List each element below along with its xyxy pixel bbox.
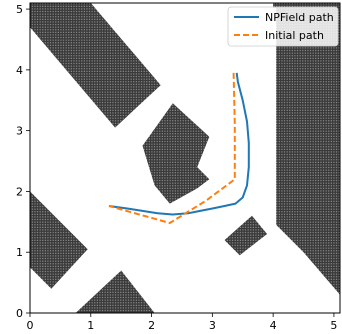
x-tick-label-4: 4	[270, 319, 277, 332]
series	[108, 72, 250, 224]
obstacle-4	[224, 215, 268, 256]
plot-frame	[29, 2, 341, 314]
obstacle-3	[75, 270, 155, 313]
x-axis: 0 1 2 3 4 5	[27, 313, 337, 332]
y-tick-label-3: 3	[16, 125, 23, 138]
x-tick-label-1: 1	[87, 319, 94, 332]
obstacle-2	[30, 191, 88, 289]
y-tick-label-2: 2	[16, 185, 23, 198]
y-tick-label-0: 0	[16, 307, 23, 320]
obstacles	[30, 3, 340, 313]
y-axis: 0 1 2 3 4 5	[16, 3, 30, 320]
x-tick-label-2: 2	[148, 319, 155, 332]
legend-label-npfield: NPField path	[265, 11, 334, 24]
y-tick-label-4: 4	[16, 64, 23, 77]
x-tick-label-3: 3	[209, 319, 216, 332]
y-tick-label-1: 1	[16, 246, 23, 259]
legend: NPField path Initial path	[227, 6, 339, 47]
obstacle-1	[142, 103, 210, 204]
x-tick-label-0: 0	[27, 319, 34, 332]
obstacle-5	[276, 3, 340, 295]
y-tick-label-5: 5	[16, 3, 23, 16]
obstacle-0	[30, 3, 161, 128]
legend-label-initial: Initial path	[265, 29, 324, 42]
x-tick-label-5: 5	[330, 319, 337, 332]
series-line-0	[108, 72, 250, 216]
